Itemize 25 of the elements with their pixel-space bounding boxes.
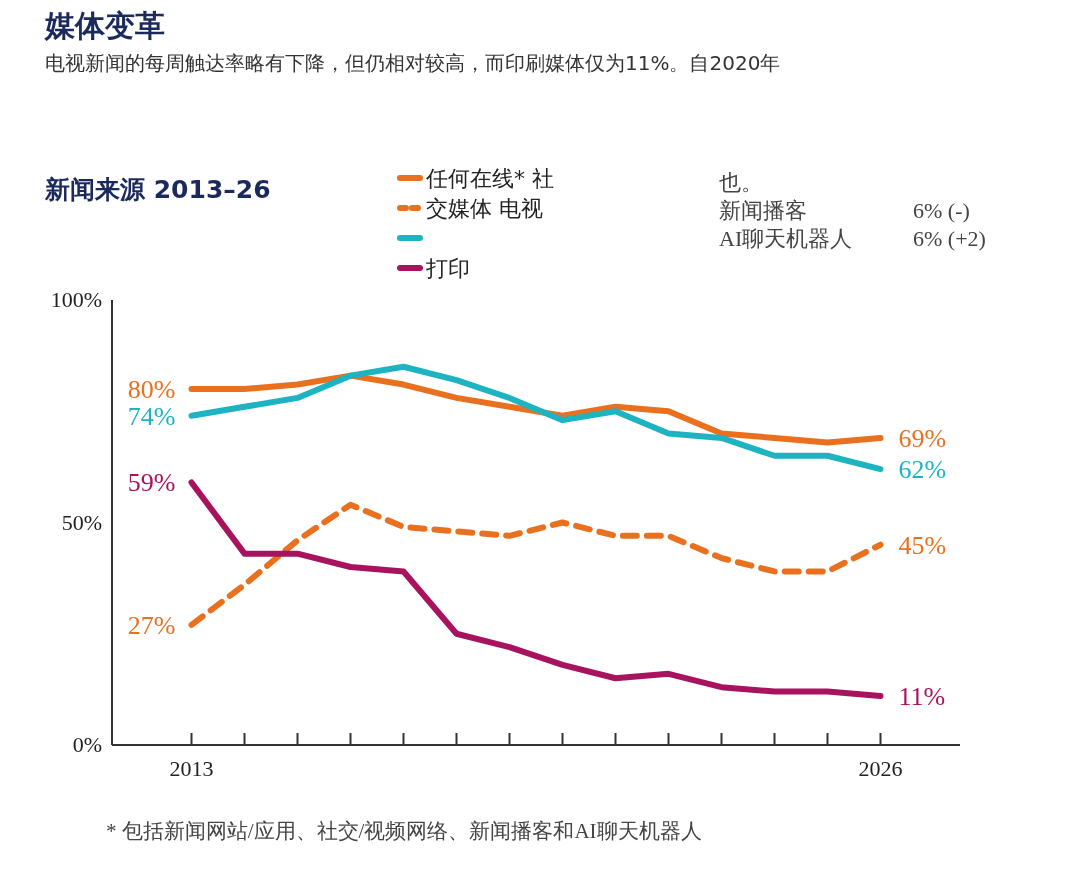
- data-label: 27%: [127, 610, 176, 640]
- legend-label: 交媒体 电视: [426, 196, 543, 221]
- y-tick-label: 50%: [61, 509, 102, 535]
- text: 新闻播客: [719, 198, 807, 223]
- y-tick-label: 100%: [50, 287, 102, 312]
- text: * 包括新闻网站/应用、社交/视频网络、新闻播客和AI聊天机器人: [106, 819, 702, 843]
- legend-label: 任何在线* 社: [425, 166, 554, 191]
- data-label: 59%: [127, 468, 176, 498]
- text: 新闻来源 2013–26: [44, 175, 271, 204]
- data-label: 62%: [898, 455, 947, 485]
- y-tick-label: 0%: [72, 732, 102, 757]
- x-tick-label: 2026: [858, 756, 903, 781]
- text: AI聊天机器人: [719, 226, 853, 251]
- data-label: 74%: [127, 401, 176, 431]
- x-tick-label: 2013: [169, 756, 214, 781]
- data-label: 45%: [898, 530, 947, 560]
- chart-title: 媒体变革: [44, 8, 165, 43]
- data-label: 11%: [898, 682, 946, 712]
- legend-label: 打印: [425, 256, 470, 281]
- text: 也。: [719, 170, 763, 195]
- data-label: 80%: [127, 375, 176, 404]
- text: 6% (+2): [913, 226, 986, 251]
- data-label: 69%: [898, 423, 947, 453]
- text: 6% (-): [913, 198, 970, 223]
- chart-subtitle: 电视新闻的每周触达率略有下降，但仍相对较高，而印刷媒体仅为11%。自2020年: [45, 51, 781, 75]
